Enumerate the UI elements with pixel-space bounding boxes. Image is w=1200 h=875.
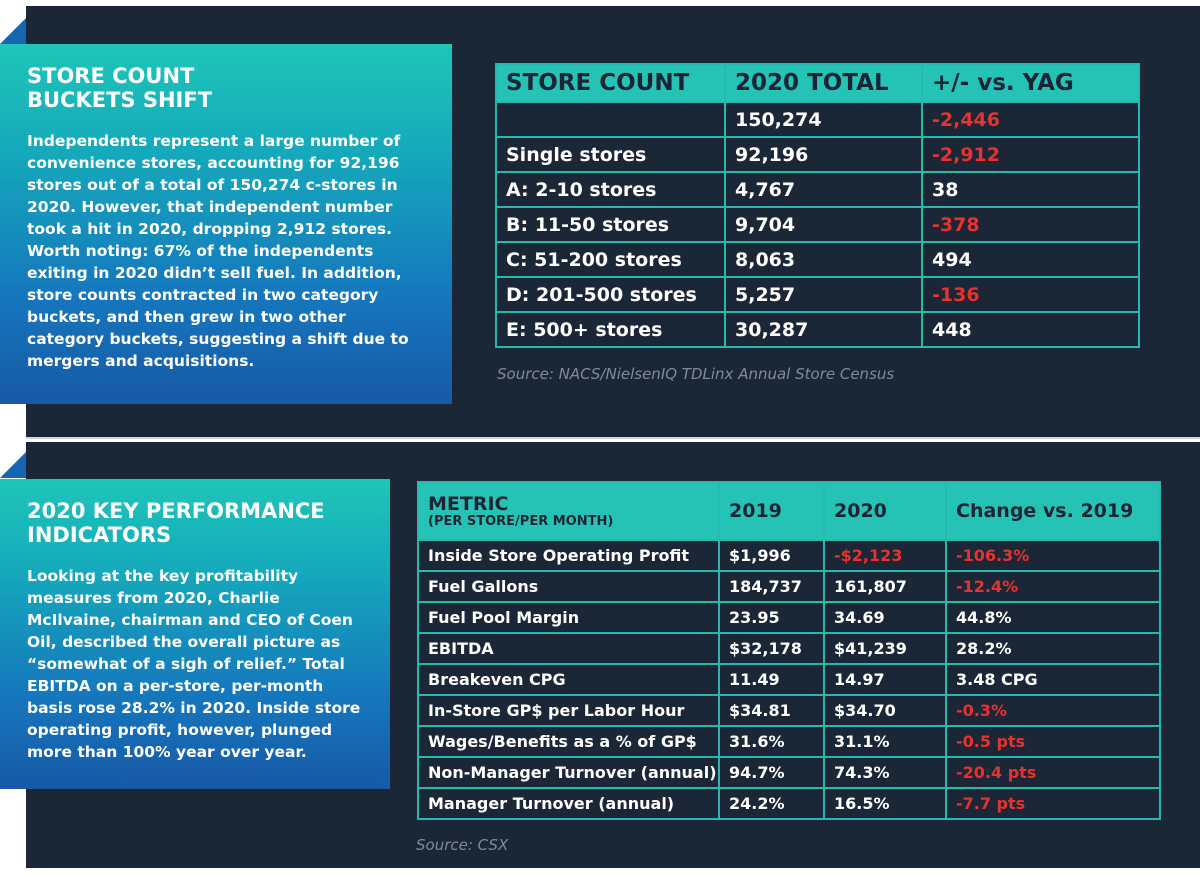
value-2019-cell: $34.81 bbox=[718, 694, 825, 727]
table-header-row: STORE COUNT 2020 TOTAL +/- vs. YAG bbox=[495, 63, 1140, 103]
total-cell: 92,196 bbox=[724, 136, 923, 173]
metric-cell: Fuel Gallons bbox=[417, 570, 720, 603]
table-row: In-Store GP$ per Labor Hour $34.81 $34.70-… bbox=[417, 694, 1161, 727]
value-2020-cell: $41,239 bbox=[823, 632, 947, 665]
value-2020-cell: 161,807 bbox=[823, 570, 947, 603]
kpi-body: Looking at the key profitability measure… bbox=[27, 567, 361, 761]
table-row: Breakeven CPG 11.49 14.97 3.48 CPG bbox=[417, 663, 1161, 696]
section-divider bbox=[26, 437, 1200, 439]
table-row: B: 11-50 stores 9,704 -378 bbox=[495, 206, 1140, 243]
column-header-2019: 2019 bbox=[718, 481, 825, 541]
change-cell: -0.3% bbox=[945, 694, 1161, 727]
metric-cell: EBITDA bbox=[417, 632, 720, 665]
store-count-body: Independents represent a large number of… bbox=[27, 132, 409, 370]
table-row: D: 201-500 stores 5,257 -136 bbox=[495, 276, 1140, 313]
value-2019-cell: 23.95 bbox=[718, 601, 825, 634]
corner-accent-2 bbox=[0, 452, 26, 478]
table-header-row: METRIC (PER STORE/PER MONTH) 2019 2020 C… bbox=[417, 481, 1161, 541]
table-row: Non-Manager Turnover (annual) 94.7% 74.3% -… bbox=[417, 756, 1161, 789]
value-2019-cell: 11.49 bbox=[718, 663, 825, 696]
value-2020-cell: $34.70 bbox=[823, 694, 947, 727]
change-cell: 3.48 CPG bbox=[945, 663, 1161, 696]
change-cell: -12.4% bbox=[945, 570, 1161, 603]
change-cell: -7.7 pts bbox=[945, 787, 1161, 820]
total-cell: 8,063 bbox=[724, 241, 923, 278]
corner-accent-1 bbox=[0, 18, 26, 44]
change-cell: 494 bbox=[921, 241, 1140, 278]
table-row: A: 2-10 stores 4,767 38 bbox=[495, 171, 1140, 208]
store-count-title: STORE COUNT BUCKETS SHIFT bbox=[27, 64, 213, 112]
row-label bbox=[495, 101, 726, 138]
change-cell: -2,912 bbox=[921, 136, 1140, 173]
metric-header-sublabel: (PER STORE/PER MONTH) bbox=[428, 514, 614, 529]
table-row: Single stores 92,196 -2,912 bbox=[495, 136, 1140, 173]
metric-header-label: METRIC bbox=[428, 493, 509, 515]
value-2020-cell: -$2,123 bbox=[823, 539, 947, 572]
metric-cell: In-Store GP$ per Labor Hour bbox=[417, 694, 720, 727]
row-label: A: 2-10 stores bbox=[495, 171, 726, 208]
total-cell: 30,287 bbox=[724, 311, 923, 348]
store-count-table: STORE COUNT 2020 TOTAL +/- vs. YAG 150,2… bbox=[495, 63, 1140, 348]
table-row: 150,274 -2,446 bbox=[495, 101, 1140, 138]
value-2020-cell: 74.3% bbox=[823, 756, 947, 789]
value-2019-cell: 24.2% bbox=[718, 787, 825, 820]
change-cell: -2,446 bbox=[921, 101, 1140, 138]
table-row: Wages/Benefits as a % of GP$ 31.6% 31.1% -0… bbox=[417, 725, 1161, 758]
column-header: STORE COUNT bbox=[495, 63, 726, 103]
table-row: E: 500+ stores 30,287 448 bbox=[495, 311, 1140, 348]
change-cell: -136 bbox=[921, 276, 1140, 313]
row-label: Single stores bbox=[495, 136, 726, 173]
row-label: C: 51-200 stores bbox=[495, 241, 726, 278]
table-row: Fuel Gallons 184,737 161,807 -12.4% bbox=[417, 570, 1161, 603]
value-2020-cell: 14.97 bbox=[823, 663, 947, 696]
kpi-table: METRIC (PER STORE/PER MONTH) 2019 2020 C… bbox=[417, 481, 1161, 820]
value-2019-cell: 31.6% bbox=[718, 725, 825, 758]
row-label: D: 201-500 stores bbox=[495, 276, 726, 313]
table-row: EBITDA $32,178 $41,239 28.2% bbox=[417, 632, 1161, 665]
change-cell: 28.2% bbox=[945, 632, 1161, 665]
metric-cell: Non-Manager Turnover (annual) bbox=[417, 756, 720, 789]
column-header: 2020 TOTAL bbox=[724, 63, 923, 103]
table-row: Manager Turnover (annual) 24.2% 16.5% -7.7 … bbox=[417, 787, 1161, 820]
value-2019-cell: $32,178 bbox=[718, 632, 825, 665]
total-cell: 9,704 bbox=[724, 206, 923, 243]
row-label: E: 500+ stores bbox=[495, 311, 726, 348]
table-row: Inside Store Operating Profit $1,996 -$2,1… bbox=[417, 539, 1161, 572]
kpi-title: 2020 KEY PERFORMANCE INDICATORS bbox=[27, 499, 325, 547]
store-count-callout: STORE COUNT BUCKETS SHIFT Independents r… bbox=[0, 44, 452, 404]
store-count-source: Source: NACS/NielsenIQ TDLinx Annual Sto… bbox=[497, 365, 895, 383]
column-header-change: Change vs. 2019 bbox=[945, 481, 1161, 541]
value-2020-cell: 34.69 bbox=[823, 601, 947, 634]
change-cell: 448 bbox=[921, 311, 1140, 348]
column-header: +/- vs. YAG bbox=[921, 63, 1140, 103]
value-2019-cell: 184,737 bbox=[718, 570, 825, 603]
value-2019-cell: $1,996 bbox=[718, 539, 825, 572]
value-2020-cell: 16.5% bbox=[823, 787, 947, 820]
column-header-metric: METRIC (PER STORE/PER MONTH) bbox=[417, 481, 720, 541]
table-row: C: 51-200 stores 8,063 494 bbox=[495, 241, 1140, 278]
metric-cell: Manager Turnover (annual) bbox=[417, 787, 720, 820]
value-2020-cell: 31.1% bbox=[823, 725, 947, 758]
change-cell: -20.4 pts bbox=[945, 756, 1161, 789]
metric-cell: Fuel Pool Margin bbox=[417, 601, 720, 634]
total-cell: 5,257 bbox=[724, 276, 923, 313]
metric-cell: Wages/Benefits as a % of GP$ bbox=[417, 725, 720, 758]
table-row: Fuel Pool Margin 23.95 34.69 44.8% bbox=[417, 601, 1161, 634]
change-cell: 44.8% bbox=[945, 601, 1161, 634]
value-2019-cell: 94.7% bbox=[718, 756, 825, 789]
total-cell: 4,767 bbox=[724, 171, 923, 208]
metric-cell: Inside Store Operating Profit bbox=[417, 539, 720, 572]
total-cell: 150,274 bbox=[724, 101, 923, 138]
metric-cell: Breakeven CPG bbox=[417, 663, 720, 696]
row-label: B: 11-50 stores bbox=[495, 206, 726, 243]
kpi-callout: 2020 KEY PERFORMANCE INDICATORS Looking … bbox=[0, 479, 390, 789]
kpi-source: Source: CSX bbox=[416, 836, 509, 854]
change-cell: -378 bbox=[921, 206, 1140, 243]
change-cell: 38 bbox=[921, 171, 1140, 208]
column-header-2020: 2020 bbox=[823, 481, 947, 541]
change-cell: -0.5 pts bbox=[945, 725, 1161, 758]
change-cell: -106.3% bbox=[945, 539, 1161, 572]
